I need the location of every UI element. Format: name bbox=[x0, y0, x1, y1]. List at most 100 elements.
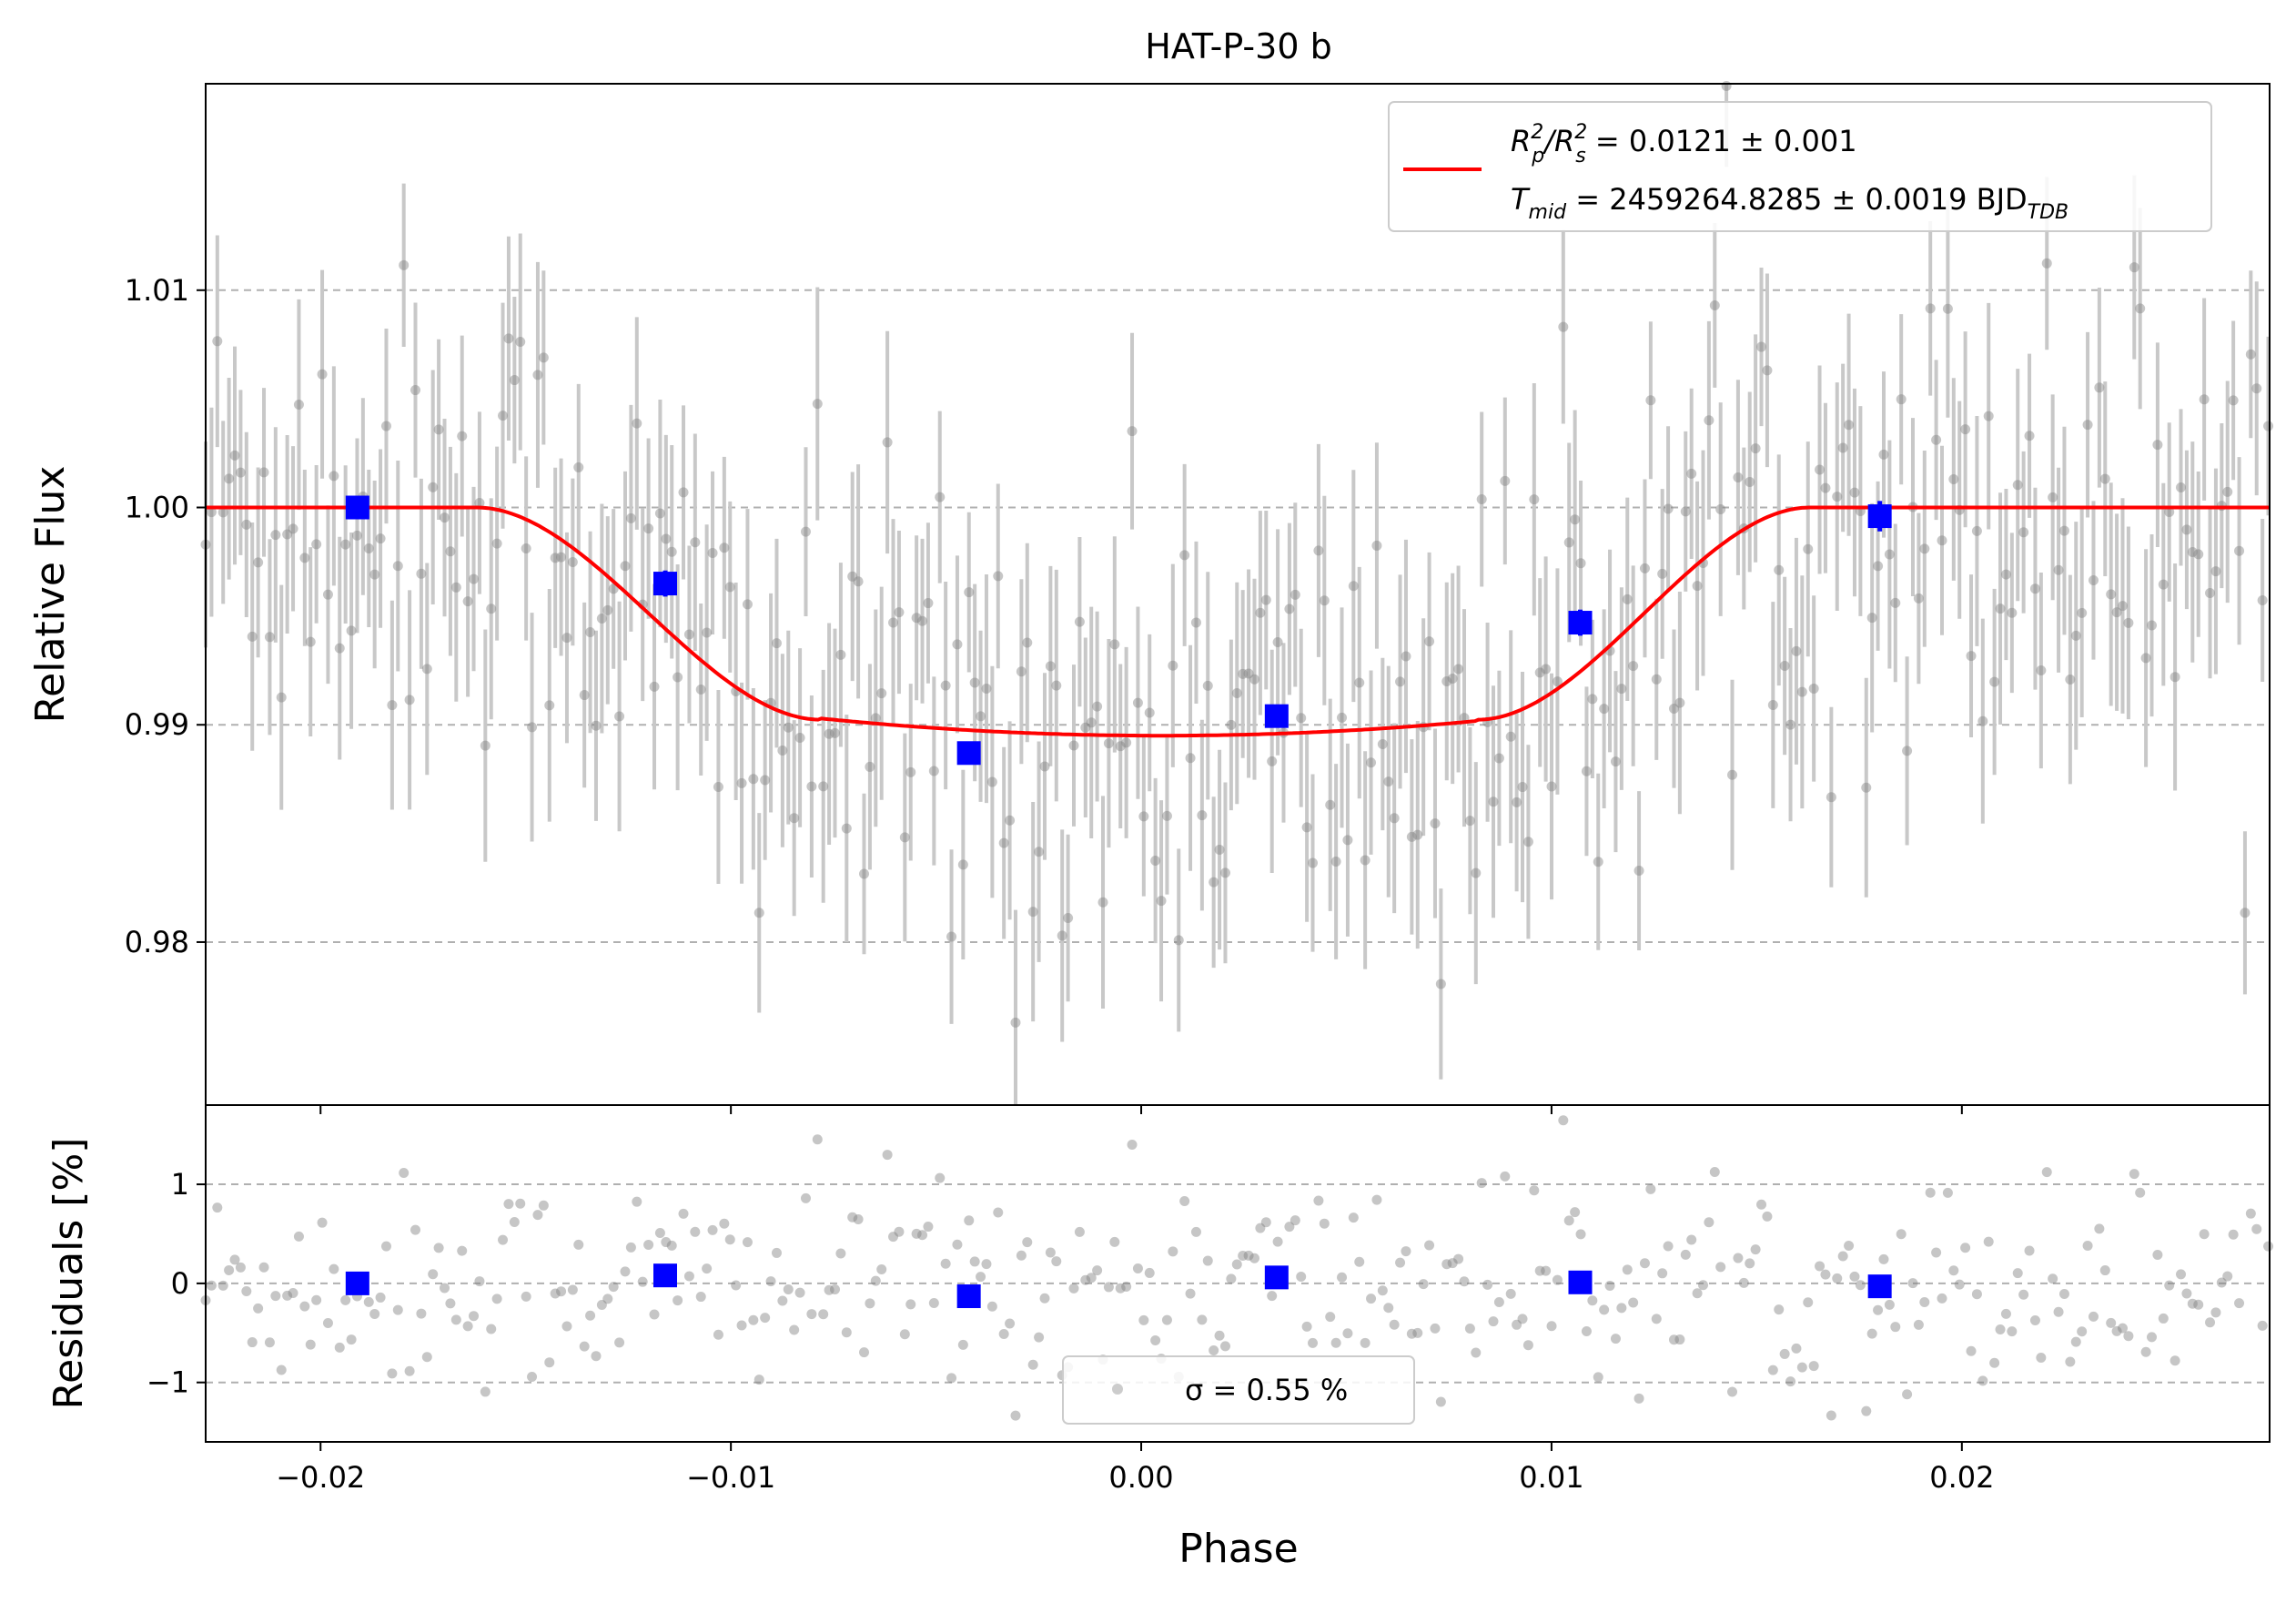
raw-point bbox=[783, 722, 794, 733]
residual-point bbox=[695, 1292, 706, 1303]
residual-point bbox=[1034, 1332, 1045, 1343]
residual-point bbox=[1308, 1337, 1319, 1348]
raw-point bbox=[1948, 474, 1959, 485]
raw-point bbox=[1756, 341, 1767, 352]
residual-point bbox=[870, 1275, 881, 1286]
residual-point bbox=[1342, 1328, 1353, 1339]
residual-point bbox=[1884, 1299, 1895, 1310]
raw-point bbox=[2007, 607, 2018, 618]
raw-point bbox=[835, 649, 846, 660]
residual-point bbox=[614, 1337, 625, 1348]
residual-point bbox=[1844, 1240, 1855, 1251]
residual-point bbox=[1645, 1183, 1656, 1194]
raw-point bbox=[1791, 645, 1802, 656]
residual-point bbox=[1086, 1273, 1097, 1283]
residual-point bbox=[224, 1264, 235, 1275]
residual-point bbox=[1796, 1362, 1807, 1373]
raw-point bbox=[894, 607, 905, 618]
residual-point bbox=[976, 1272, 986, 1283]
residual-point bbox=[2228, 1229, 2239, 1240]
raw-point bbox=[1144, 707, 1155, 718]
raw-point bbox=[346, 625, 357, 636]
residual-point bbox=[637, 1276, 648, 1287]
residual-point bbox=[998, 1328, 1009, 1339]
raw-point bbox=[550, 553, 561, 563]
raw-point bbox=[1686, 468, 1697, 479]
raw-point bbox=[515, 337, 526, 348]
raw-point bbox=[1039, 761, 1050, 772]
residual-point bbox=[2164, 1280, 2175, 1291]
raw-point bbox=[614, 711, 625, 722]
raw-point bbox=[713, 782, 723, 793]
residual-point bbox=[399, 1168, 410, 1179]
residual-point bbox=[2181, 1288, 2192, 1299]
raw-point bbox=[2024, 431, 2035, 441]
residual-point bbox=[2135, 1187, 2146, 1198]
residual-point bbox=[550, 1288, 561, 1299]
residual-point bbox=[1995, 1324, 2006, 1335]
residual-point bbox=[1424, 1240, 1435, 1251]
raw-point bbox=[824, 728, 834, 739]
residual-point bbox=[719, 1218, 730, 1229]
raw-point bbox=[229, 450, 240, 461]
residual-point bbox=[888, 1232, 899, 1243]
residual-point bbox=[1185, 1288, 1196, 1299]
raw-point bbox=[946, 931, 957, 942]
residual-point bbox=[1931, 1247, 1942, 1258]
binned-point bbox=[1264, 704, 1289, 728]
raw-point bbox=[1844, 420, 1855, 431]
residual-point bbox=[1115, 1283, 1126, 1294]
residual-point bbox=[1260, 1217, 1271, 1228]
residual-point bbox=[1168, 1246, 1178, 1257]
raw-point bbox=[2263, 421, 2274, 431]
residual-point bbox=[1027, 1359, 1038, 1370]
raw-point bbox=[1074, 616, 1085, 627]
raw-point bbox=[1255, 607, 1266, 618]
residual-point bbox=[1663, 1241, 1674, 1252]
raw-point bbox=[276, 692, 287, 703]
raw-point bbox=[258, 467, 269, 478]
residual-point bbox=[1214, 1330, 1225, 1341]
residual-point bbox=[1022, 1237, 1033, 1248]
raw-point bbox=[305, 636, 316, 647]
residual-point bbox=[1668, 1334, 1679, 1345]
raw-point bbox=[602, 604, 613, 615]
residual-point bbox=[1179, 1196, 1190, 1207]
residual-point bbox=[457, 1245, 468, 1256]
bottom-y-ticks: −1 0 1 bbox=[147, 1167, 206, 1400]
residual-point bbox=[731, 1280, 742, 1291]
residual-point bbox=[2176, 1269, 2187, 1280]
raw-point bbox=[2000, 569, 2011, 580]
raw-point bbox=[2048, 492, 2058, 502]
raw-point bbox=[1226, 719, 1237, 730]
raw-point bbox=[847, 571, 858, 582]
binned-residual-point bbox=[345, 1271, 369, 1295]
bottom-y-tick-label: −1 bbox=[147, 1365, 189, 1400]
residual-point bbox=[1190, 1226, 1201, 1237]
raw-point bbox=[1995, 604, 2006, 614]
residual-point bbox=[678, 1208, 689, 1219]
residual-point bbox=[1272, 1236, 1283, 1247]
residual-point bbox=[824, 1284, 834, 1295]
raw-point bbox=[2147, 620, 2158, 631]
residual-point bbox=[2048, 1273, 2058, 1284]
bottom-residual-points bbox=[200, 1115, 2274, 1421]
residual-point bbox=[509, 1216, 520, 1227]
raw-point bbox=[1161, 810, 1172, 821]
residual-point bbox=[1599, 1304, 1610, 1315]
raw-point bbox=[387, 700, 398, 711]
raw-point bbox=[690, 537, 701, 548]
raw-point bbox=[2251, 383, 2262, 394]
raw-point bbox=[1721, 80, 1732, 91]
residual-point bbox=[1849, 1271, 1860, 1282]
raw-point bbox=[375, 533, 386, 544]
residual-point bbox=[625, 1242, 636, 1253]
residual-point bbox=[1878, 1253, 1889, 1264]
residual-point bbox=[1826, 1410, 1836, 1421]
residual-point bbox=[311, 1294, 322, 1305]
raw-point bbox=[2123, 617, 2134, 628]
residual-point bbox=[2257, 1320, 2268, 1331]
raw-point bbox=[1546, 781, 1557, 792]
raw-point bbox=[940, 680, 951, 691]
x-tick-label: 0.01 bbox=[1519, 1460, 1583, 1495]
